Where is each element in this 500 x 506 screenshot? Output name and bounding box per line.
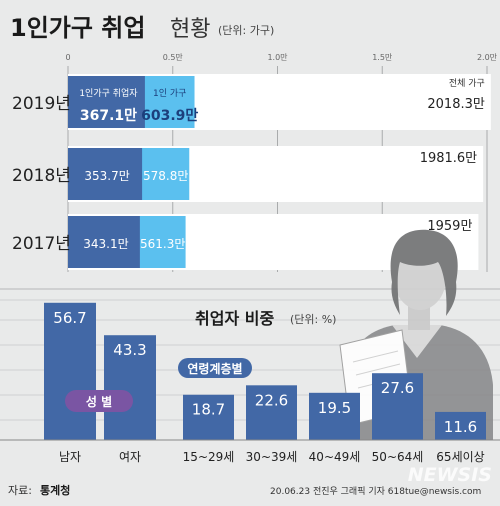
- top-axis-tick-label: 1.0만: [267, 53, 288, 62]
- one-person-employed-bar: [68, 148, 143, 200]
- share-bar: [44, 302, 96, 440]
- share-bar: [309, 392, 360, 440]
- bottom-chart-bars: 56.7 남자 43.3 여자 18.7 15~29세 22.6 30~39세 19.5 40~4…: [44, 302, 486, 464]
- top-axis-tick-label: 2.0만: [477, 53, 498, 62]
- legend-total-label: 전체 가구: [449, 78, 485, 89]
- unit-label: (단위: 가구): [218, 24, 274, 37]
- bottom-chart-unit: (단위: %): [290, 313, 336, 326]
- source-name: 통계청: [40, 483, 70, 497]
- share-value-label: 22.6: [255, 391, 288, 409]
- share-bar: [246, 385, 297, 440]
- gender-group-badge: [65, 390, 133, 412]
- year-label: 2018년: [12, 166, 71, 186]
- share-value-label: 27.6: [381, 379, 414, 397]
- page-title: 1인가구 취업: [10, 14, 145, 42]
- share-bar: [435, 411, 486, 440]
- share-category-label: 30~39세: [246, 450, 298, 464]
- one-person-value-label: 561.3만: [140, 237, 185, 251]
- age-group-label: 연령계층별: [187, 361, 242, 376]
- total-value-label: 1959만: [427, 219, 472, 234]
- share-category-label: 여자: [119, 450, 141, 464]
- share-category-label: 65세이상: [436, 450, 484, 464]
- employed-value-label: 353.7만: [84, 169, 129, 183]
- share-category-label: 남자: [59, 450, 81, 464]
- newsis-watermark: NEWSIS: [408, 464, 492, 486]
- share-bar: [372, 373, 423, 440]
- employed-value-label: 367.1만: [80, 108, 137, 124]
- year-label: 2017년: [12, 234, 71, 254]
- bottom-chart-title: 취업자 비중: [195, 309, 274, 328]
- share-category-label: 15~29세: [183, 450, 235, 464]
- legend-employed-label: 1인가구 취업자: [79, 88, 138, 99]
- top-axis-tick-label: 0.5만: [163, 53, 184, 62]
- share-category-label: 40~49세: [309, 450, 361, 464]
- share-category-label: 50~64세: [372, 450, 424, 464]
- credit-line: 20.06.23 전진우 그래픽 기자 618tue@newsis.com: [270, 486, 481, 497]
- one-person-value-label: 603.9만: [141, 108, 198, 124]
- total-value-label: 2018.3만: [427, 97, 484, 112]
- age-group-badge: [178, 358, 252, 378]
- share-value-label: 56.7: [53, 309, 86, 327]
- share-value-label: 19.5: [318, 399, 351, 417]
- one-person-employed-bar: [68, 76, 145, 128]
- share-bar: [104, 335, 156, 440]
- one-person-value-label: 578.8만: [143, 169, 188, 183]
- top-axis-tick-label: 1.5만: [372, 53, 393, 62]
- one-person-employed-bar: [68, 216, 140, 268]
- share-value-label: 11.6: [444, 418, 477, 436]
- top-axis-tick-label: 0: [65, 53, 70, 62]
- year-label: 2019년: [12, 94, 71, 114]
- legend-one-person-label: 1인 가구: [153, 88, 186, 99]
- share-bar: [183, 394, 234, 440]
- page-title-suffix: 현황: [170, 17, 210, 42]
- share-value-label: 43.3: [113, 341, 146, 359]
- top-chart-ticks: 0 0.5만 1.0만 1.5만 2.0만: [65, 53, 497, 62]
- share-value-label: 18.7: [192, 401, 225, 419]
- source-label: 자료:: [8, 484, 32, 497]
- total-value-label: 1981.6만: [420, 151, 477, 166]
- employed-value-label: 343.1만: [83, 237, 128, 251]
- gender-group-label: 성 별: [86, 394, 112, 409]
